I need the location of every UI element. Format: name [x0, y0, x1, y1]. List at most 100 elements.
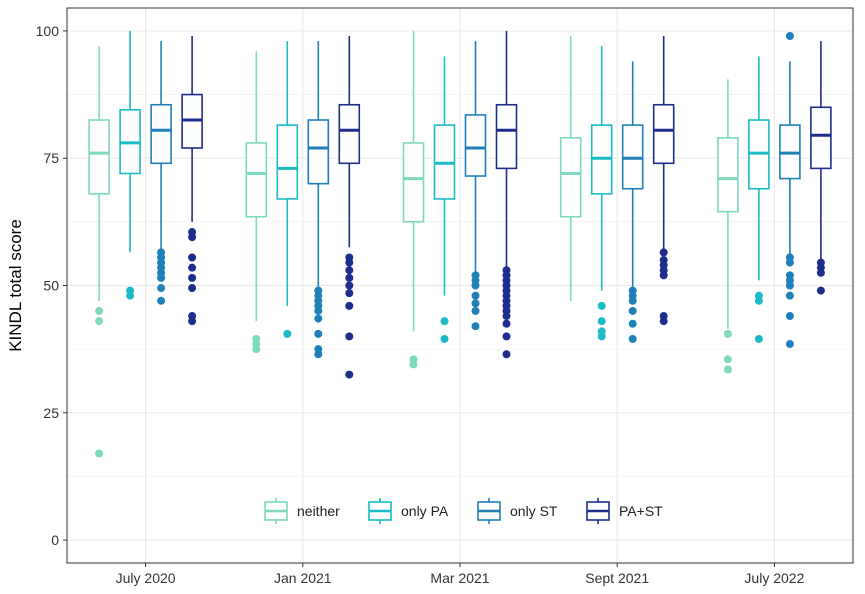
outlier-point	[754, 296, 763, 305]
box-pa-st	[810, 41, 832, 295]
box-only-pa	[433, 56, 456, 343]
box-only-st	[150, 41, 172, 305]
outlier-point	[314, 314, 323, 323]
box-pa-st	[495, 30, 518, 359]
outlier-point	[126, 291, 135, 300]
x-tick-label: July 2022	[744, 570, 804, 586]
legend: neither only PA only ST PA+ST	[264, 498, 663, 524]
outlier-point	[597, 332, 606, 341]
grid-layer	[67, 8, 853, 563]
box-iqr	[150, 103, 172, 165]
outlier-point	[188, 284, 197, 293]
box-neither	[88, 46, 110, 458]
outlier-point	[597, 301, 606, 310]
box-pa-st	[652, 36, 675, 326]
legend-label: neither	[297, 503, 340, 519]
box-neither	[717, 79, 739, 374]
box-only-st	[464, 41, 487, 331]
box-only-pa	[748, 56, 770, 343]
outlier-point	[188, 273, 197, 282]
outlier-point	[628, 319, 637, 328]
outlier-point	[659, 248, 668, 257]
outlier-point	[188, 263, 197, 272]
outlier-point	[471, 322, 480, 331]
outlier-point	[314, 350, 323, 359]
outlier-point	[628, 306, 637, 315]
outlier-point	[345, 301, 354, 310]
outlier-point	[471, 299, 480, 308]
legend-label: PA+ST	[619, 503, 663, 519]
outlier-point	[785, 258, 794, 267]
outlier-point	[345, 289, 354, 298]
outlier-point	[157, 296, 166, 305]
legend-item: PA+ST	[586, 498, 663, 524]
outlier-point	[345, 281, 354, 290]
outlier-point	[314, 306, 323, 315]
outlier-point	[188, 253, 197, 262]
legend-label: only ST	[510, 503, 558, 519]
box-only-pa	[590, 46, 613, 341]
outlier-point	[785, 281, 794, 290]
outlier-point	[502, 332, 511, 341]
x-tick-label: Mar 2021	[430, 570, 489, 586]
outlier-point	[471, 281, 480, 290]
outlier-point	[628, 334, 637, 343]
outlier-point	[188, 317, 197, 326]
outlier-point	[440, 317, 449, 326]
outlier-point	[345, 266, 354, 275]
box-iqr	[495, 103, 518, 170]
y-axis-title: KINDL total score	[6, 219, 25, 352]
outlier-point	[502, 312, 511, 321]
box-neither	[559, 36, 582, 301]
outlier-point	[785, 340, 794, 349]
box-only-st	[621, 61, 644, 343]
x-tick-label: Jan 2021	[274, 570, 332, 586]
outlier-point	[283, 329, 292, 338]
y-tick-label: 100	[36, 23, 60, 39]
outlier-point	[440, 334, 449, 343]
y-tick-label: 50	[43, 278, 59, 294]
legend-item: only ST	[477, 498, 558, 524]
outlier-point	[659, 271, 668, 280]
outlier-point	[345, 273, 354, 282]
y-tick-label: 0	[51, 532, 59, 548]
box-iqr	[559, 137, 582, 218]
outlier-point	[723, 329, 732, 338]
outlier-point	[95, 306, 104, 315]
outlier-point	[314, 329, 323, 338]
outlier-point	[157, 273, 166, 282]
legend-item: only PA	[368, 498, 449, 524]
box-iqr	[338, 103, 361, 165]
y-tick-label: 75	[43, 150, 59, 166]
outlier-point	[471, 291, 480, 300]
box-only-st	[779, 32, 801, 349]
outlier-point	[754, 334, 763, 343]
outlier-point	[659, 317, 668, 326]
outlier-point	[95, 317, 104, 326]
outlier-point	[345, 370, 354, 379]
outlier-point	[785, 32, 794, 41]
box-only-st	[307, 41, 330, 359]
outlier-point	[723, 365, 732, 374]
outlier-point	[252, 345, 261, 354]
outlier-point	[628, 296, 637, 305]
box-iqr	[717, 137, 739, 213]
outlier-point	[345, 258, 354, 267]
box-iqr	[402, 142, 425, 223]
box-iqr	[276, 124, 299, 200]
box-only-pa	[119, 30, 141, 300]
outlier-point	[471, 306, 480, 315]
box-iqr	[464, 114, 487, 177]
outlier-point	[188, 233, 197, 242]
box-neither	[402, 30, 425, 369]
legend-item: neither	[264, 498, 340, 524]
box-iqr	[652, 103, 675, 165]
outlier-point	[816, 268, 825, 277]
outlier-point	[723, 355, 732, 364]
outlier-point	[816, 286, 825, 295]
box-iqr	[88, 119, 110, 195]
x-tick-label: July 2020	[116, 570, 176, 586]
axis-layer: 0 25 50 75 100 July 2020 Jan 2021 Mar 2021 Sept …	[36, 23, 805, 586]
outlier-point	[502, 319, 511, 328]
outlier-point	[157, 284, 166, 293]
